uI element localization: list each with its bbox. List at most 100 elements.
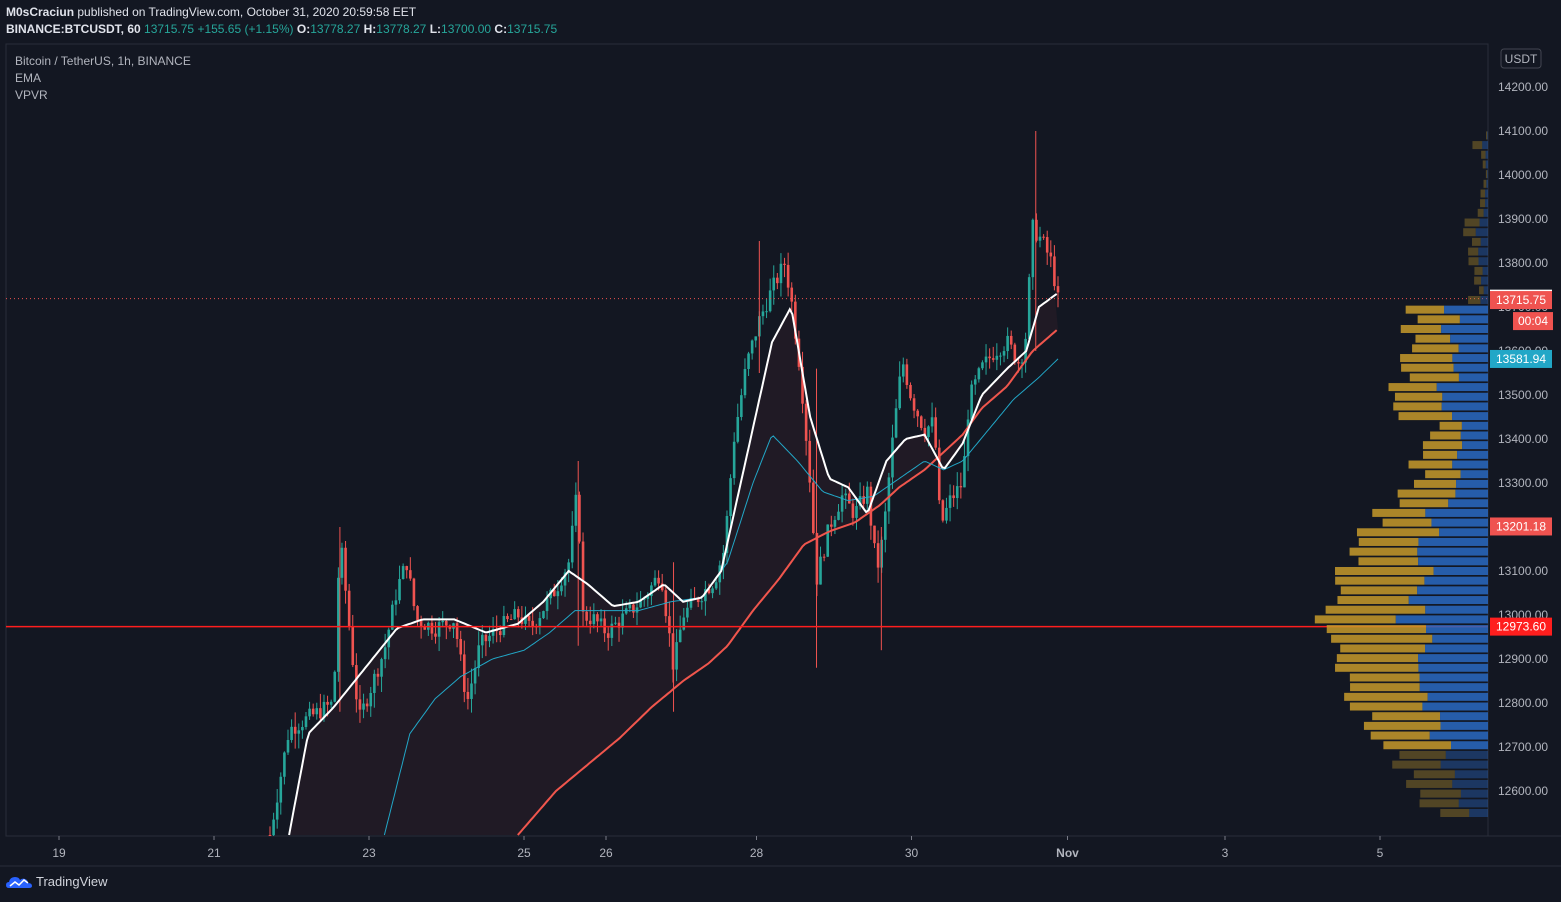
candle-body xyxy=(610,623,614,638)
y-tick-label: 13900.00 xyxy=(1498,212,1548,226)
candle-body xyxy=(369,692,373,707)
vp-bar-down xyxy=(1406,779,1453,788)
candle xyxy=(711,586,714,599)
candle xyxy=(437,616,441,652)
candle xyxy=(455,617,459,648)
vp-bar-down xyxy=(1382,518,1432,527)
vp-bar-up xyxy=(1425,508,1488,517)
candle-body xyxy=(599,618,603,622)
y-tick-label: 14000.00 xyxy=(1498,168,1548,182)
candle-body xyxy=(441,620,445,623)
vp-bar-up xyxy=(1418,557,1488,566)
candle-body xyxy=(293,726,297,734)
vp-bar-up xyxy=(1454,770,1488,779)
vp-bar-up xyxy=(1440,721,1488,730)
vp-bar-up xyxy=(1433,567,1488,575)
candle-body xyxy=(851,503,855,518)
vp-bar-up xyxy=(1480,295,1488,304)
candle xyxy=(484,633,488,657)
candle-body xyxy=(660,583,664,591)
candle xyxy=(844,488,848,509)
vp-bar-up xyxy=(1458,344,1488,353)
y-tick-label: 14200.00 xyxy=(1498,80,1548,94)
candle xyxy=(463,640,466,703)
candle-body xyxy=(891,437,894,478)
vp-bar-down xyxy=(1325,605,1426,614)
vp-bar-up xyxy=(1480,237,1488,246)
candle-body xyxy=(563,572,567,586)
candle xyxy=(894,399,898,439)
candle xyxy=(851,498,855,526)
candle xyxy=(1035,213,1038,243)
candle xyxy=(614,616,617,626)
price-tag xyxy=(1490,517,1552,536)
candle-body xyxy=(700,601,704,603)
candle-body xyxy=(779,263,783,284)
candle-body xyxy=(477,645,480,669)
candle xyxy=(308,701,311,720)
candle-body xyxy=(646,595,650,599)
tradingview-footer[interactable]: TradingView xyxy=(6,874,108,889)
candle-body xyxy=(268,835,272,836)
candle xyxy=(1027,273,1031,342)
candle-body xyxy=(952,495,955,499)
candle-body xyxy=(837,511,840,520)
candle-body xyxy=(833,519,837,527)
vp-bar-up xyxy=(1487,170,1488,179)
candle xyxy=(380,657,383,692)
candle xyxy=(916,409,919,427)
candle xyxy=(930,402,934,433)
candle xyxy=(574,482,578,533)
vp-bar-down xyxy=(1480,189,1486,198)
candle xyxy=(383,633,387,669)
candle xyxy=(988,348,991,369)
publisher-name[interactable]: M0sCraciun xyxy=(6,5,75,19)
candle xyxy=(750,339,754,360)
candle-body xyxy=(509,619,513,621)
legend-series[interactable]: Bitcoin / TetherUS, 1h, BINANCE xyxy=(15,54,191,68)
candle-body xyxy=(822,556,826,558)
candle-body xyxy=(696,598,700,603)
candle xyxy=(808,429,812,493)
candle xyxy=(635,592,639,626)
price-tag xyxy=(1490,291,1552,310)
candle-body xyxy=(484,634,488,642)
vp-bar-down xyxy=(1419,799,1459,808)
y-tick-label: 12800.00 xyxy=(1498,696,1548,710)
candle xyxy=(477,631,480,677)
candle-body xyxy=(560,585,563,592)
candle-body xyxy=(981,362,984,369)
price-tag xyxy=(1490,617,1552,636)
candle-body xyxy=(347,590,351,627)
legend-vpvr[interactable]: VPVR xyxy=(15,88,48,102)
candle-body xyxy=(383,647,387,660)
candle xyxy=(538,611,542,635)
vp-bar-up xyxy=(1432,634,1488,643)
candle-body xyxy=(959,486,963,488)
vp-bar-down xyxy=(1477,208,1484,217)
candle-body xyxy=(588,620,592,625)
candle xyxy=(1031,218,1035,290)
candle-body xyxy=(725,516,729,553)
candle xyxy=(297,723,301,749)
legend-ema[interactable]: EMA xyxy=(15,71,42,85)
vp-bar-down xyxy=(1335,663,1419,672)
candle xyxy=(445,619,448,640)
candle-body xyxy=(329,701,333,705)
candle-body xyxy=(412,578,416,607)
candle-body xyxy=(362,703,365,710)
candle-body xyxy=(405,566,409,571)
candle xyxy=(617,616,621,642)
candle-body xyxy=(527,615,531,621)
candle xyxy=(290,719,293,743)
candle-body xyxy=(416,606,419,621)
candle-body xyxy=(919,416,923,428)
candle xyxy=(772,265,776,305)
candle xyxy=(279,772,283,815)
vp-bar-up xyxy=(1424,576,1488,585)
candle-body xyxy=(1017,362,1020,364)
candle-body xyxy=(301,726,304,731)
candle xyxy=(1056,276,1060,308)
x-tick-label: Nov xyxy=(1056,846,1079,860)
